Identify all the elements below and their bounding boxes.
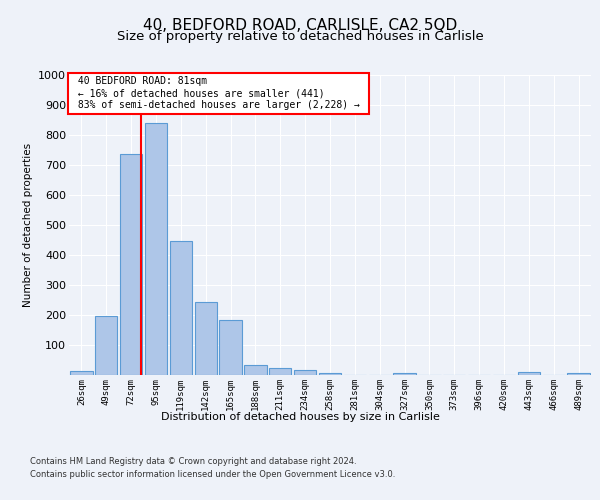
Bar bbox=[120, 154, 142, 375]
Bar bbox=[194, 302, 217, 375]
Text: 40, BEDFORD ROAD, CARLISLE, CA2 5QD: 40, BEDFORD ROAD, CARLISLE, CA2 5QD bbox=[143, 18, 457, 32]
Bar bbox=[244, 365, 266, 375]
Bar bbox=[220, 320, 242, 375]
Bar bbox=[394, 372, 416, 375]
Bar bbox=[518, 372, 540, 375]
Text: 40 BEDFORD ROAD: 81sqm
 ← 16% of detached houses are smaller (441)
 83% of semi-: 40 BEDFORD ROAD: 81sqm ← 16% of detached… bbox=[71, 76, 365, 110]
Bar bbox=[170, 241, 192, 375]
Bar bbox=[95, 316, 118, 375]
Bar bbox=[294, 370, 316, 375]
Bar bbox=[319, 373, 341, 375]
Text: Contains public sector information licensed under the Open Government Licence v3: Contains public sector information licen… bbox=[30, 470, 395, 479]
Text: Contains HM Land Registry data © Crown copyright and database right 2024.: Contains HM Land Registry data © Crown c… bbox=[30, 458, 356, 466]
Bar bbox=[70, 370, 92, 375]
Bar bbox=[145, 123, 167, 375]
Bar bbox=[269, 368, 292, 375]
Text: Distribution of detached houses by size in Carlisle: Distribution of detached houses by size … bbox=[161, 412, 439, 422]
Y-axis label: Number of detached properties: Number of detached properties bbox=[23, 143, 32, 307]
Bar bbox=[568, 372, 590, 375]
Text: Size of property relative to detached houses in Carlisle: Size of property relative to detached ho… bbox=[116, 30, 484, 43]
